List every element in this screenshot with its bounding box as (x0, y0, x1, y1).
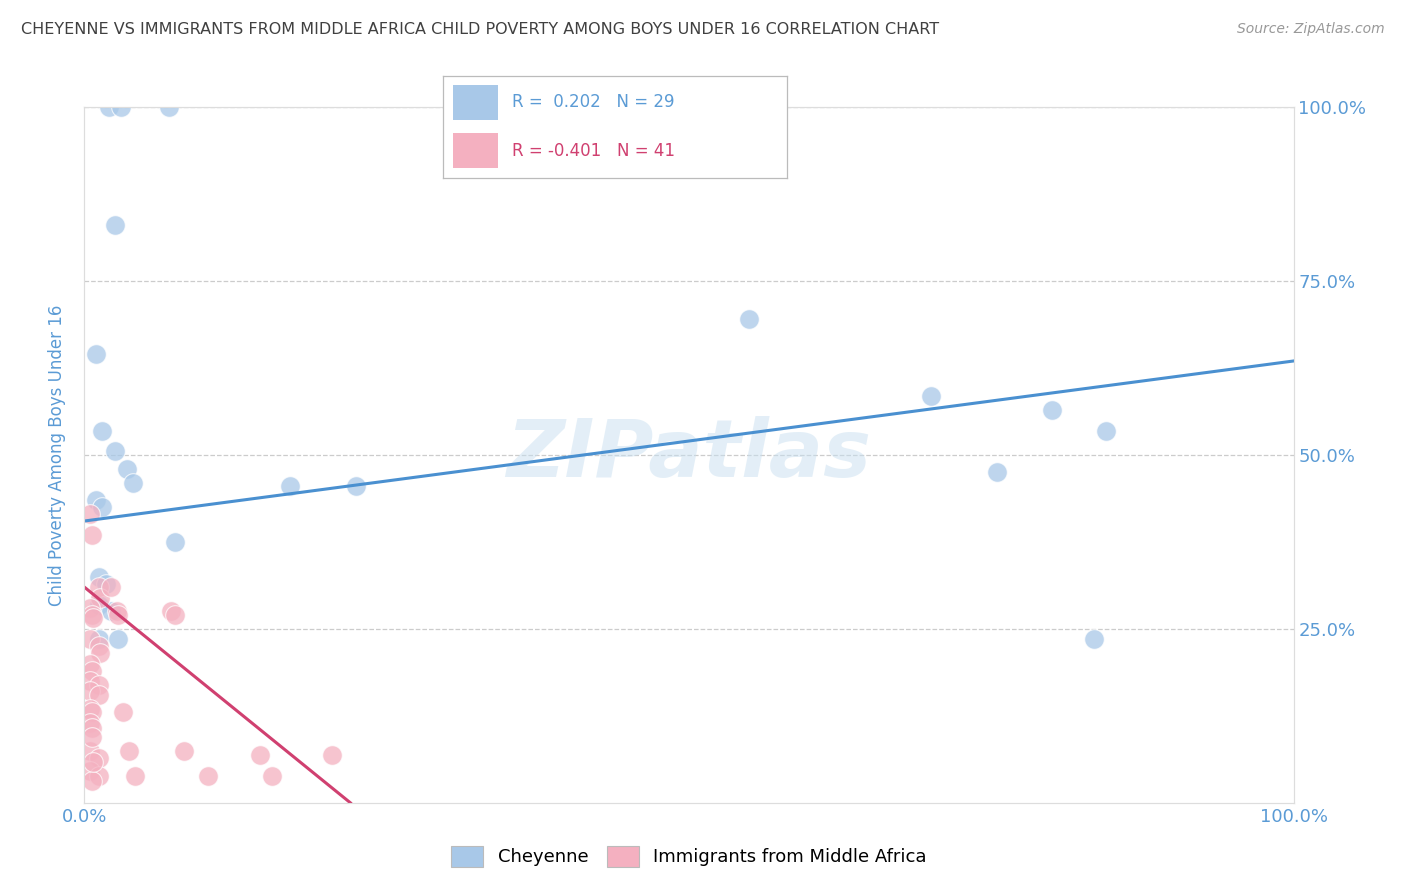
Point (91, 424, 114, 438)
Point (80, 706, 103, 720)
Point (100, 605, 122, 619)
Point (165, 535, 187, 549)
Point (87, 750, 110, 764)
Point (87, 632, 110, 647)
Point (115, 462, 138, 476)
Point (87, 639, 110, 653)
Point (86, 493, 108, 508)
Point (80, 730, 103, 744)
Text: R =  0.202   N = 29: R = 0.202 N = 29 (512, 94, 675, 112)
Point (1095, 424, 1118, 438)
Point (79, 507, 101, 521)
Point (87, 580, 110, 594)
Point (920, 389, 942, 403)
Point (94, 576, 117, 591)
FancyBboxPatch shape (453, 85, 498, 120)
Point (79, 674, 101, 689)
Point (79, 632, 101, 647)
Point (80, 528, 103, 542)
Point (197, 769, 219, 783)
Point (79, 684, 101, 698)
Point (104, 444, 127, 458)
Point (87, 688, 110, 702)
Point (89, 591, 111, 605)
Point (260, 769, 283, 783)
Point (112, 706, 135, 720)
Point (80, 773, 103, 788)
Point (104, 219, 127, 233)
Point (118, 744, 141, 758)
Point (86, 347, 108, 361)
Point (91, 500, 114, 514)
Point (82, 611, 104, 625)
Point (321, 748, 343, 763)
Point (79, 601, 101, 615)
Point (1083, 632, 1105, 647)
Point (121, 475, 143, 490)
Point (986, 466, 1008, 480)
Point (79, 657, 101, 671)
Point (107, 632, 129, 647)
Point (160, 605, 183, 619)
Point (80, 721, 103, 735)
Point (157, 100, 180, 114)
Point (97, 100, 120, 114)
Point (278, 479, 301, 493)
Point (165, 607, 187, 622)
Point (173, 744, 195, 758)
Point (87, 598, 110, 612)
Text: R = -0.401   N = 41: R = -0.401 N = 41 (512, 142, 675, 160)
Text: CHEYENNE VS IMMIGRANTS FROM MIDDLE AFRICA CHILD POVERTY AMONG BOYS UNDER 16 CORR: CHEYENNE VS IMMIGRANTS FROM MIDDLE AFRIC… (21, 22, 939, 37)
Point (82, 756, 104, 770)
Point (1040, 402, 1063, 417)
Point (738, 312, 761, 326)
Point (107, 607, 129, 622)
Legend: Cheyenne, Immigrants from Middle Africa: Cheyenne, Immigrants from Middle Africa (444, 838, 934, 874)
Point (100, 580, 122, 594)
Point (80, 664, 103, 678)
Point (79, 764, 101, 779)
Y-axis label: Child Poverty Among Boys Under 16: Child Poverty Among Boys Under 16 (48, 304, 66, 606)
Point (87, 769, 110, 783)
Point (89, 646, 111, 660)
Point (87, 677, 110, 691)
Text: Source: ZipAtlas.com: Source: ZipAtlas.com (1237, 22, 1385, 37)
Point (79, 715, 101, 730)
Point (124, 769, 146, 783)
Text: ZIPatlas: ZIPatlas (506, 416, 872, 494)
Point (110, 100, 132, 114)
Point (105, 605, 128, 619)
Point (80, 607, 103, 622)
FancyBboxPatch shape (453, 133, 498, 168)
Point (87, 570, 110, 584)
Point (79, 702, 101, 716)
Point (346, 479, 368, 493)
Point (249, 748, 271, 763)
Point (79, 744, 101, 758)
